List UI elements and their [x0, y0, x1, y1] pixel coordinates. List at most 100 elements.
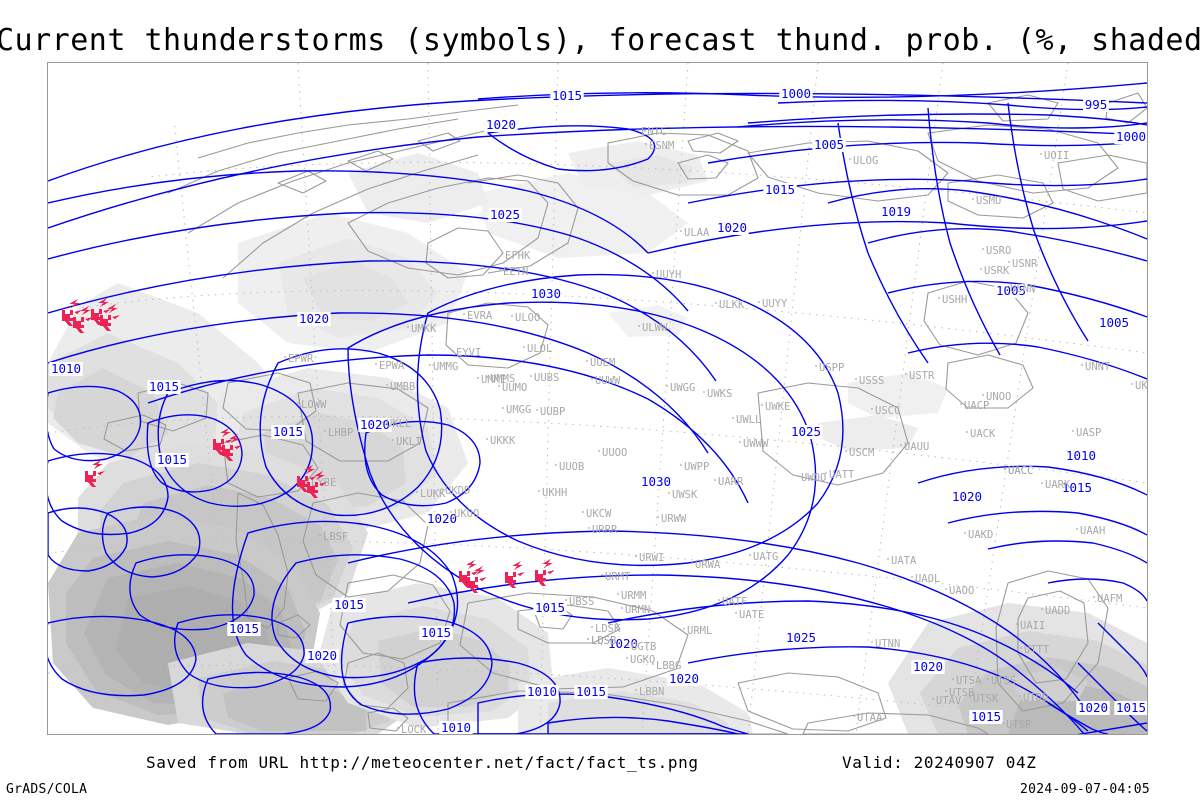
isobar-label: 1020: [911, 659, 945, 674]
station-label: UMMS: [490, 373, 515, 385]
station-dot: [1131, 383, 1133, 385]
svg-text:1025: 1025: [786, 630, 816, 645]
station-label: UUWW: [595, 375, 621, 387]
svg-text:1025: 1025: [490, 207, 520, 222]
isobar-label: 1015: [1114, 700, 1147, 715]
station-label: UUBS: [534, 372, 559, 384]
svg-text:1015: 1015: [157, 452, 187, 467]
station-dot: [853, 715, 855, 717]
station-dot: [284, 356, 286, 358]
station-label: USNN: [1010, 283, 1035, 295]
station-dot: [680, 230, 682, 232]
station-dot: [565, 599, 567, 601]
isobar-label: 1010: [49, 361, 83, 376]
isobar-label: 1020: [305, 648, 339, 663]
station-label: URMM: [621, 590, 646, 602]
isobar-label: 1005: [994, 283, 1028, 298]
station-label: UWGG: [670, 382, 695, 394]
station-label: LBBG: [656, 660, 681, 672]
thunderstorm-symbol: [535, 559, 555, 586]
station-label: UAKD: [968, 529, 993, 541]
station-label: LOWW: [301, 399, 327, 411]
station-label: UAUU: [904, 441, 929, 453]
station-label: LUKK: [420, 488, 446, 500]
svg-text:1025: 1025: [791, 424, 821, 439]
svg-text:1020: 1020: [669, 671, 699, 686]
station-label: UWOO: [801, 472, 826, 484]
svg-text:995: 995: [1085, 97, 1108, 112]
station-dot: [657, 516, 659, 518]
station-label: LHBP: [328, 427, 353, 439]
station-dot: [386, 384, 388, 386]
station-dot: [450, 511, 452, 513]
svg-text:1005: 1005: [996, 283, 1026, 298]
station-dot: [586, 360, 588, 362]
isobar-label: 1020: [950, 489, 984, 504]
station-label: ULWW: [642, 322, 668, 334]
station-label: UATA: [891, 555, 917, 567]
station-dot: [477, 377, 479, 379]
station-dot: [637, 129, 639, 131]
thunderstorm-symbol: [505, 561, 525, 588]
station-label: EFHK: [505, 250, 531, 262]
station-label: URRR: [592, 524, 618, 536]
station-dot: [966, 431, 968, 433]
coastlines: [103, 92, 1147, 734]
station-dot: [523, 346, 525, 348]
station-label: URMN: [625, 604, 650, 616]
station-dot: [1006, 286, 1008, 288]
svg-text:1020: 1020: [1078, 700, 1108, 715]
station-label: USCC: [875, 405, 900, 417]
station-label: USSS: [859, 375, 884, 387]
station-dot: [1041, 482, 1043, 484]
station-dot: [761, 404, 763, 406]
station-dot: [621, 607, 623, 609]
svg-text:1005: 1005: [1099, 315, 1129, 330]
station-dot: [635, 689, 637, 691]
station-label: URML: [687, 625, 712, 637]
svg-text:1020: 1020: [608, 636, 638, 651]
station-label: UWLL: [736, 414, 761, 426]
station-label: USCM: [849, 447, 874, 459]
svg-text:1030: 1030: [641, 474, 671, 489]
isobars: [48, 82, 1147, 734]
station-label: URWA: [695, 559, 721, 571]
station-dot: [319, 534, 321, 536]
station-dot: [871, 641, 873, 643]
station-label: UKLL: [386, 418, 411, 430]
station-dot: [499, 269, 501, 271]
station-labels: ENTC ULOG UOII ESNM USMU ULAA EFHK USRO USRKUSNR…: [284, 126, 1147, 734]
station-label: UTSK: [973, 693, 999, 705]
isobar-label: 1019: [879, 204, 913, 219]
station-dot: [964, 532, 966, 534]
isobar-label: 1015: [332, 597, 366, 612]
isobar-label: 1015: [155, 452, 189, 467]
station-dot: [1081, 364, 1083, 366]
station-dot: [715, 302, 717, 304]
station-dot: [1076, 528, 1078, 530]
station-label: LBBN: [639, 686, 664, 698]
isobar-label: 1010: [525, 684, 559, 699]
software-credit-label: GrADS/COLA: [6, 782, 88, 797]
thunderstorm-symbol: [467, 566, 487, 593]
station-dot: [591, 378, 593, 380]
station-dot: [638, 325, 640, 327]
station-dot: [538, 490, 540, 492]
thunderstorm-symbol: [62, 299, 82, 326]
svg-text:1020: 1020: [427, 511, 457, 526]
station-label: UKHH: [542, 487, 567, 499]
svg-text:1020: 1020: [913, 659, 943, 674]
station-label: LBSF: [323, 531, 348, 543]
station-label: LDSB: [591, 635, 616, 647]
isobar-label: 1020: [297, 311, 331, 326]
svg-text:1000: 1000: [781, 86, 811, 101]
station-dot: [718, 599, 720, 601]
svg-text:1010: 1010: [51, 361, 81, 376]
svg-text:1020: 1020: [360, 417, 390, 432]
svg-text:1015: 1015: [1116, 700, 1146, 715]
station-dot: [666, 385, 668, 387]
station-dot: [797, 475, 799, 477]
svg-text:1015: 1015: [765, 182, 795, 197]
station-label: ESNM: [649, 140, 674, 152]
isobar-label: 1015: [763, 182, 797, 197]
